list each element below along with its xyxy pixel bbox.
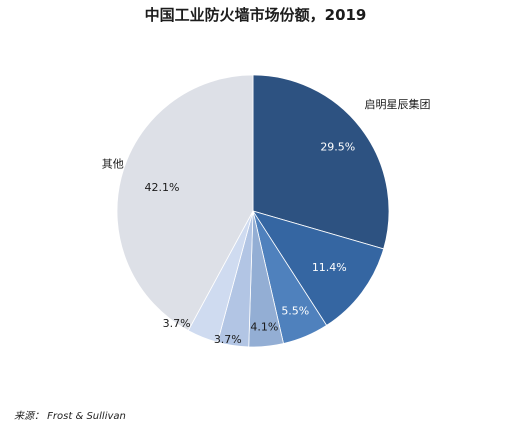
slice-value-label: 29.5%: [320, 140, 355, 153]
slice-category-label: 启明星辰集团: [365, 97, 431, 111]
pie-slice: [116, 74, 254, 332]
source-note: 来源： Frost & Sullivan: [14, 411, 126, 422]
slice-value-label: 4.1%: [250, 320, 278, 333]
slice-value-label: 42.1%: [145, 181, 180, 194]
slice-value-label: 5.5%: [281, 304, 309, 317]
slice-value-label: 11.4%: [312, 261, 347, 274]
slice-category-label: 其他: [102, 157, 124, 170]
slice-value-label: 3.7%: [214, 333, 242, 346]
pie-slice: [252, 210, 385, 326]
chart-title: 中国工业防火墙市场份额，2019: [144, 6, 367, 24]
slice-value-label: 3.7%: [163, 317, 191, 330]
pie-slice: [252, 74, 390, 250]
